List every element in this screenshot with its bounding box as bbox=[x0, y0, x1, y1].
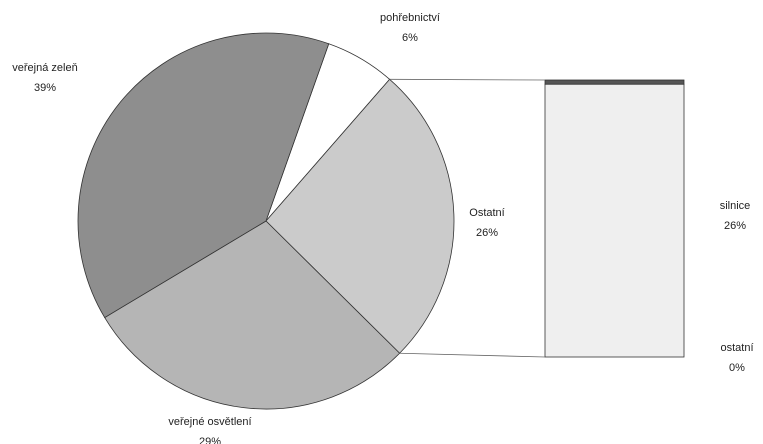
bar-label: ostatní bbox=[720, 342, 753, 354]
bar-segment bbox=[544, 79, 685, 85]
slice-label: veřejné osvětlení bbox=[168, 416, 251, 428]
bar-segment bbox=[544, 83, 685, 358]
slice-value: 29% bbox=[199, 436, 221, 444]
connector bbox=[399, 352, 546, 358]
pie-slice bbox=[104, 220, 401, 410]
slice-value: 39% bbox=[34, 82, 56, 94]
connector bbox=[389, 78, 546, 81]
slice-value: 26% bbox=[476, 227, 498, 239]
bar-value: 0% bbox=[729, 362, 745, 374]
slice-label: pohřebnictví bbox=[380, 12, 440, 24]
bar-label: silnice bbox=[720, 200, 751, 212]
slice-label: Ostatní bbox=[469, 207, 504, 219]
bar-value: 26% bbox=[724, 220, 746, 232]
slice-value: 6% bbox=[402, 32, 418, 44]
slice-label: veřejná zeleň bbox=[12, 62, 77, 74]
pie-slice bbox=[77, 32, 330, 319]
pie-slice bbox=[265, 78, 455, 354]
